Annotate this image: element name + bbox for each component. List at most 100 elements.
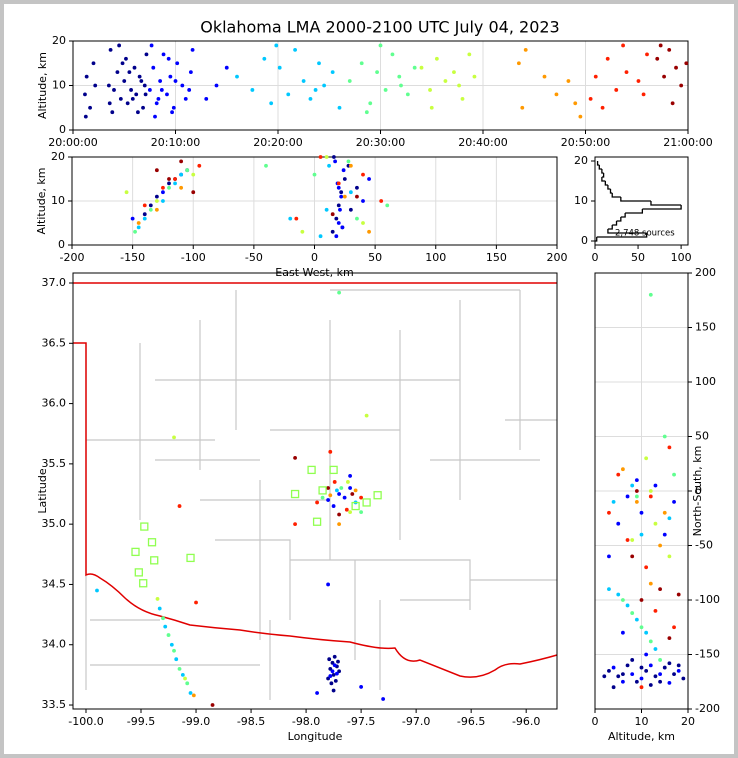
source-point (621, 679, 625, 684)
source-point (457, 83, 461, 88)
source-point (156, 96, 161, 101)
source-point (318, 234, 323, 239)
source-point (336, 185, 341, 190)
source-point (607, 668, 611, 673)
source-point (641, 92, 646, 97)
source-point (639, 676, 644, 681)
histogram-step (607, 225, 613, 230)
station-marker (134, 568, 143, 577)
source-point (634, 494, 639, 499)
source-point (83, 92, 87, 97)
source-point (443, 79, 448, 83)
histogram-step (616, 217, 622, 222)
source-point (630, 611, 635, 615)
y-tick-label: 35.5 (42, 457, 67, 470)
source-point (364, 110, 369, 115)
source-point (621, 43, 625, 48)
source-point (648, 663, 653, 668)
source-point (154, 194, 159, 199)
source-point (107, 101, 112, 106)
source-point (644, 565, 649, 570)
source-point (625, 603, 630, 608)
source-point (621, 598, 625, 602)
source-point (676, 592, 681, 597)
chart-title: Oklahoma LMA 2000-2100 UTC July 04, 2023 (200, 18, 559, 37)
source-point (648, 494, 653, 499)
source-point (142, 203, 147, 208)
source-point (169, 642, 174, 647)
source-point (190, 48, 195, 52)
source-point (639, 685, 644, 690)
source-point (679, 83, 684, 88)
station-marker (312, 517, 322, 526)
source-point (397, 74, 402, 79)
source-point (269, 101, 274, 106)
x-axis-label: Altitude, km (608, 730, 675, 743)
source-point (342, 194, 347, 199)
source-point (95, 588, 99, 593)
x-tick-label: 20:50:00 (561, 136, 610, 149)
y-tick-label: 0 (59, 123, 66, 136)
x-tick-label: 21:00:00 (663, 136, 712, 149)
source-point (625, 538, 630, 542)
source-point (662, 74, 666, 79)
axes-frame (594, 272, 689, 710)
source-point (330, 669, 335, 674)
source-point (174, 657, 179, 662)
station-marker (362, 498, 371, 507)
source-point (405, 92, 410, 97)
source-point (381, 697, 386, 701)
source-point (614, 88, 619, 92)
source-point (136, 221, 141, 225)
source-point (88, 105, 92, 110)
histogram-step (620, 213, 626, 218)
source-point (127, 70, 132, 75)
source-point (361, 199, 365, 203)
source-point (161, 199, 165, 203)
source-point (429, 105, 434, 110)
source-point (144, 52, 149, 57)
y-tick-label: 0 (581, 234, 588, 247)
source-point (339, 190, 344, 195)
x-tick-label: -150 (120, 251, 145, 264)
source-point (171, 105, 176, 110)
source-point (112, 88, 116, 92)
source-point (163, 624, 168, 629)
source-point (648, 639, 653, 644)
source-point (124, 56, 128, 61)
source-point (331, 504, 336, 508)
source-point (136, 225, 141, 230)
source-point (339, 486, 344, 490)
x-tick-label: -97.0 (402, 715, 430, 728)
source-point (625, 494, 630, 499)
axes-frame (72, 272, 558, 710)
source-point (566, 79, 571, 83)
source-point (341, 168, 346, 173)
source-point (334, 671, 339, 676)
y-tick-label: 10 (51, 194, 65, 207)
source-point (142, 212, 147, 217)
source-point (611, 665, 616, 670)
source-point (327, 657, 332, 662)
source-point (149, 43, 154, 48)
source-point (324, 207, 329, 212)
histogram-step (612, 221, 618, 226)
histogram-step (625, 209, 644, 214)
source-point (151, 65, 156, 70)
red-river-border (73, 342, 558, 678)
x-tick-label: 0 (592, 251, 599, 264)
source-point (333, 159, 338, 164)
source-point (167, 185, 171, 190)
source-point (133, 229, 137, 234)
source-point (667, 48, 672, 52)
x-tick-label: 100 (671, 251, 692, 264)
source-point (375, 70, 379, 75)
source-point (129, 88, 133, 92)
source-point (355, 194, 359, 199)
source-point (91, 61, 96, 66)
source-point (185, 681, 190, 686)
source-point (337, 512, 342, 517)
source-point (616, 472, 621, 477)
source-point (108, 48, 113, 52)
